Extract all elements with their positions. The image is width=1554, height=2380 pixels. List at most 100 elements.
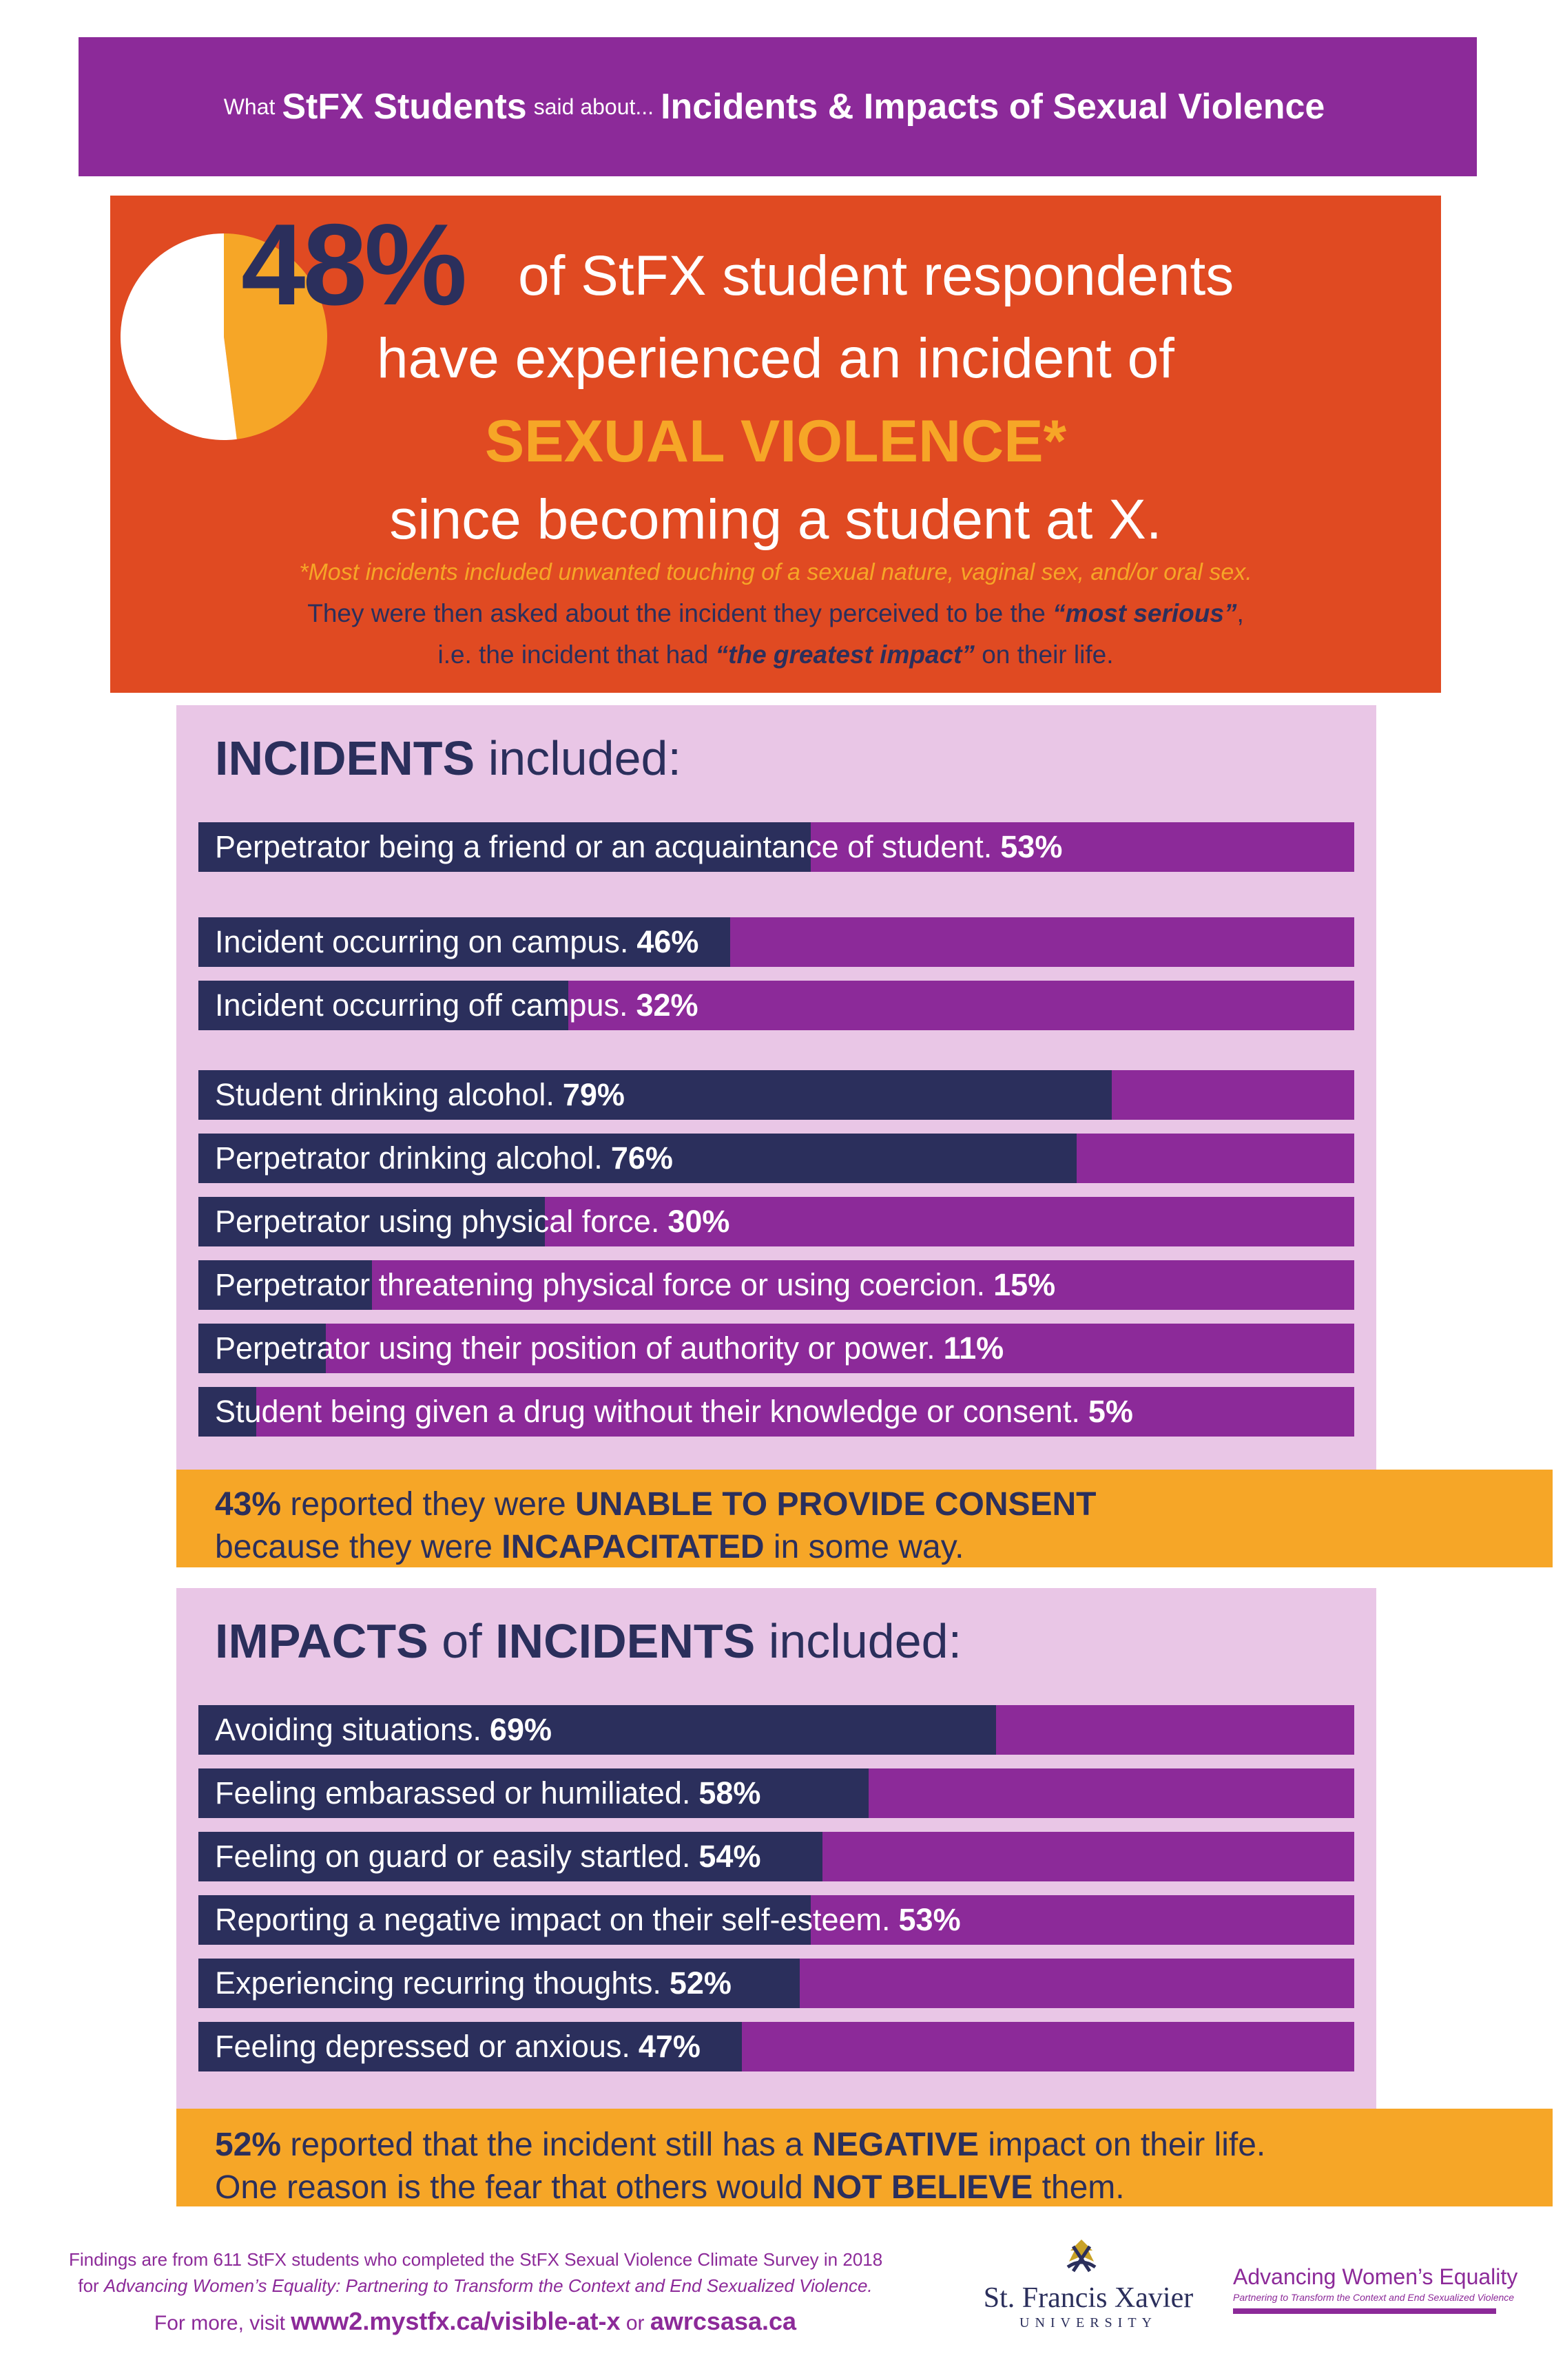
header-title: Incidents & Impacts of Sexual Violence (661, 87, 1325, 127)
hero-footnote: *Most incidents included unwanted touchi… (299, 559, 1252, 585)
stfx-crest-icon (1066, 2240, 1097, 2273)
impact-category: Avoiding situations. (215, 1712, 481, 1747)
footer-link-stfx[interactable]: www2.mystfx.ca/visible-at-x (291, 2307, 621, 2335)
impact-category: Reporting a negative impact on their sel… (215, 1902, 891, 1937)
hero-line-2: have experienced an incident of (377, 327, 1174, 390)
impact-bar-label: Reporting a negative impact on their sel… (215, 1895, 961, 1945)
incident-bar: Perpetrator using physical force. 30% (198, 1197, 1354, 1246)
impact-bar: Reporting a negative impact on their sel… (198, 1895, 1354, 1945)
awe-logo-rule (1233, 2308, 1496, 2314)
impact-value: 69% (489, 1712, 552, 1747)
footer-link-awrcsasa[interactable]: awrcsasa.ca (650, 2307, 797, 2335)
incident-value: 76% (610, 1140, 673, 1176)
header-lead-1: What (223, 94, 276, 119)
impact-bar: Experiencing recurring thoughts. 52% (198, 1959, 1354, 2008)
incident-bar-label: Perpetrator threatening physical force o… (215, 1260, 1055, 1310)
impact-bar-fill (198, 1768, 869, 1818)
incident-bar-label: Perpetrator being a friend or an acquain… (215, 822, 1062, 872)
impact-category: Feeling on guard or easily startled. (215, 1839, 691, 1874)
incident-bar-fill (198, 1070, 1112, 1120)
hero-question-2: i.e. the incident that had “the greatest… (437, 640, 1114, 669)
impact-category: Experiencing recurring thoughts. (215, 1965, 661, 2001)
incident-value: 5% (1088, 1394, 1133, 1429)
footer-project: for Advancing Women’s Equality: Partneri… (78, 2275, 873, 2296)
impact-value: 58% (698, 1775, 761, 1810)
incident-category: Perpetrator threatening physical force o… (215, 1267, 986, 1302)
incident-bar-fill (198, 1324, 326, 1373)
impact-bar: Feeling embarassed or humiliated. 58% (198, 1768, 1354, 1818)
hero-question-1: They were then asked about the incident … (307, 599, 1244, 627)
incident-bar: Student drinking alcohol. 79% (198, 1070, 1354, 1120)
incident-bar-fill (198, 981, 568, 1030)
incident-category: Perpetrator using their position of auth… (215, 1330, 935, 1366)
incident-bar: Perpetrator being a friend or an acquain… (198, 822, 1354, 872)
incident-bar-fill (198, 1260, 372, 1310)
incident-category: Student drinking alcohol. (215, 1077, 555, 1112)
incident-value: 46% (636, 924, 699, 959)
incident-bar-label: Incident occurring on campus. 46% (215, 917, 698, 967)
incident-bar-label: Perpetrator using their position of auth… (215, 1324, 1004, 1373)
incident-bar-fill (198, 1134, 1077, 1183)
incident-category: Student being given a drug without their… (215, 1394, 1080, 1429)
incident-value: 53% (1000, 829, 1063, 864)
hero-line-4: since becoming a student at X. (389, 488, 1162, 551)
incident-value: 15% (993, 1267, 1056, 1302)
hero-line-1: of StFX student respondents (518, 244, 1234, 307)
hero-panel (110, 196, 1441, 693)
incident-bar: Perpetrator drinking alcohol. 76% (198, 1134, 1354, 1183)
incident-bar-label: Perpetrator drinking alcohol. 76% (215, 1134, 673, 1183)
incident-value: 79% (562, 1077, 625, 1112)
awe-logo-subtitle: Partnering to Transform the Context and … (1233, 2292, 1515, 2303)
incident-bar-label: Perpetrator using physical force. 30% (215, 1197, 729, 1246)
impact-bar: Avoiding situations. 69% (198, 1705, 1354, 1755)
incident-value: 32% (636, 988, 698, 1023)
footer-source: Findings are from 611 StFX students who … (69, 2249, 883, 2270)
stfx-logo-sub: UNIVERSITY (1019, 2315, 1157, 2330)
pie-slice-1 (224, 233, 327, 439)
impact-category: Feeling embarassed or humiliated. (215, 1775, 691, 1810)
hero-pie-chart (121, 233, 327, 440)
footer-links: For more, visit www2.mystfx.ca/visible-a… (154, 2307, 797, 2335)
impact-bar-fill (198, 2022, 742, 2071)
incident-category: Incident occurring off campus. (215, 988, 628, 1023)
impact-bar-fill (198, 1705, 996, 1755)
incident-bar-fill (198, 1387, 256, 1437)
header-strong-1: StFX Students (282, 87, 527, 127)
impact-bar-label: Feeling depressed or anxious. 47% (215, 2022, 701, 2071)
incident-category: Perpetrator being a friend or an acquain… (215, 829, 993, 864)
impact-bar: Feeling depressed or anxious. 47% (198, 2022, 1354, 2071)
incident-bar: Perpetrator threatening physical force o… (198, 1260, 1354, 1310)
incident-category: Incident occurring on campus. (215, 924, 629, 959)
awe-logo-title: Advancing Women’s Equality (1233, 2264, 1518, 2289)
incident-bar-fill (198, 1197, 546, 1246)
impact-category: Feeling depressed or anxious. (215, 2029, 630, 2064)
consent-callout: 43% reported they were UNABLE TO PROVIDE… (176, 1470, 1553, 1567)
incidents-title: INCIDENTS included: (215, 731, 681, 785)
incident-bar-label: Incident occurring off campus. 32% (215, 981, 698, 1030)
incident-bar-fill (198, 822, 811, 872)
impact-bar-label: Feeling embarassed or humiliated. 58% (215, 1768, 760, 1818)
impact-bar-label: Feeling on guard or easily startled. 54% (215, 1832, 760, 1881)
negative-impact-callout: 52% reported that the incident still has… (176, 2109, 1553, 2206)
header-banner: What StFX Students said about... Inciden… (79, 37, 1477, 176)
incident-bar: Student being given a drug without their… (198, 1387, 1354, 1437)
pie-slice-2 (121, 233, 237, 440)
incident-bar-label: Student being given a drug without their… (215, 1387, 1133, 1437)
incident-value: 30% (667, 1204, 730, 1239)
header-lead-2: said about... (533, 94, 654, 119)
incident-category: Perpetrator drinking alcohol. (215, 1140, 603, 1176)
incident-value: 11% (943, 1330, 1004, 1366)
impact-value: 47% (638, 2029, 701, 2064)
impact-value: 52% (669, 1965, 732, 2001)
impact-bar-fill (198, 1959, 800, 2008)
impact-value: 54% (698, 1839, 761, 1874)
impact-bar-fill (198, 1832, 823, 1881)
hero-percent: 48% (241, 200, 467, 329)
incident-bar: Incident occurring off campus. 32% (198, 981, 1354, 1030)
incident-bar-fill (198, 917, 730, 967)
impact-bar-label: Experiencing recurring thoughts. 52% (215, 1959, 732, 2008)
incident-bar: Perpetrator using their position of auth… (198, 1324, 1354, 1373)
incident-category: Perpetrator using physical force. (215, 1204, 660, 1239)
impact-bar-fill (198, 1895, 811, 1945)
hero-line-3: SEXUAL VIOLENCE* (484, 408, 1067, 474)
